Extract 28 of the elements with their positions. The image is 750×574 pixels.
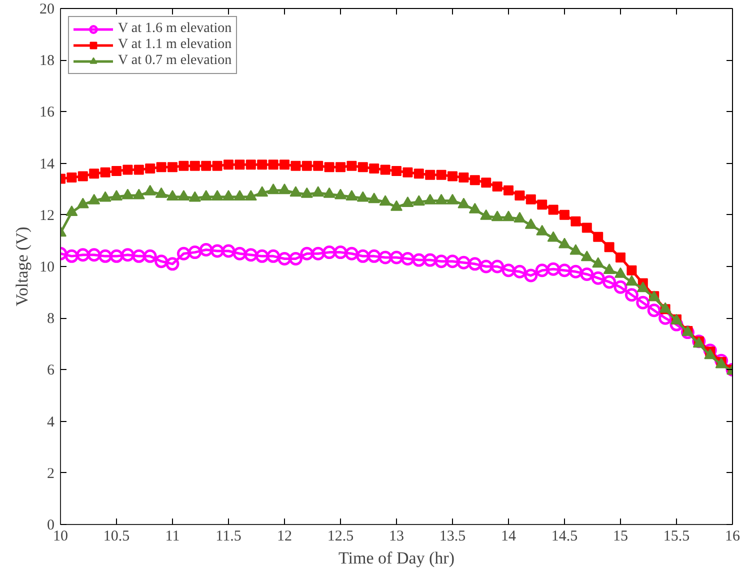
x-tick-label: 15 [613, 528, 628, 544]
y-tick-label: 4 [47, 414, 55, 430]
x-tick-label: 11.5 [216, 528, 242, 544]
x-tick-label: 13 [389, 528, 404, 544]
legend-label: V at 1.6 m elevation [118, 21, 232, 37]
x-tick-label: 12.5 [327, 528, 354, 544]
y-tick-label: 10 [40, 260, 54, 276]
legend-label: V at 0.7 m elevation [118, 53, 232, 69]
y-tick-label: 16 [40, 104, 55, 121]
x-tick-label: 11 [165, 528, 180, 544]
x-tick-label: 14 [501, 528, 516, 544]
y-tick-label: 14 [40, 156, 55, 172]
x-tick-label: 12 [277, 528, 292, 544]
x-tick-label: 16 [725, 528, 740, 544]
y-tick-label: 20 [40, 2, 54, 18]
y-tick-label: 2 [47, 466, 54, 482]
y-tick-label: 12 [40, 208, 54, 224]
legend-label: V at 1.1 m elevation [118, 37, 232, 53]
y-tick-label: 18 [40, 53, 54, 70]
x-tick-label: 15.5 [663, 528, 690, 544]
y-tick-label: 0 [47, 518, 54, 534]
y-tick-label: 8 [47, 311, 54, 328]
x-tick-label: 13.5 [439, 528, 466, 544]
x-axis-title: Time of Day (hr) [338, 548, 454, 568]
y-tick-label: 6 [47, 362, 55, 379]
x-tick-label: 10.5 [103, 528, 130, 544]
y-axis-title: Voltage (V) [12, 226, 32, 306]
x-tick-label: 14.5 [551, 528, 578, 544]
